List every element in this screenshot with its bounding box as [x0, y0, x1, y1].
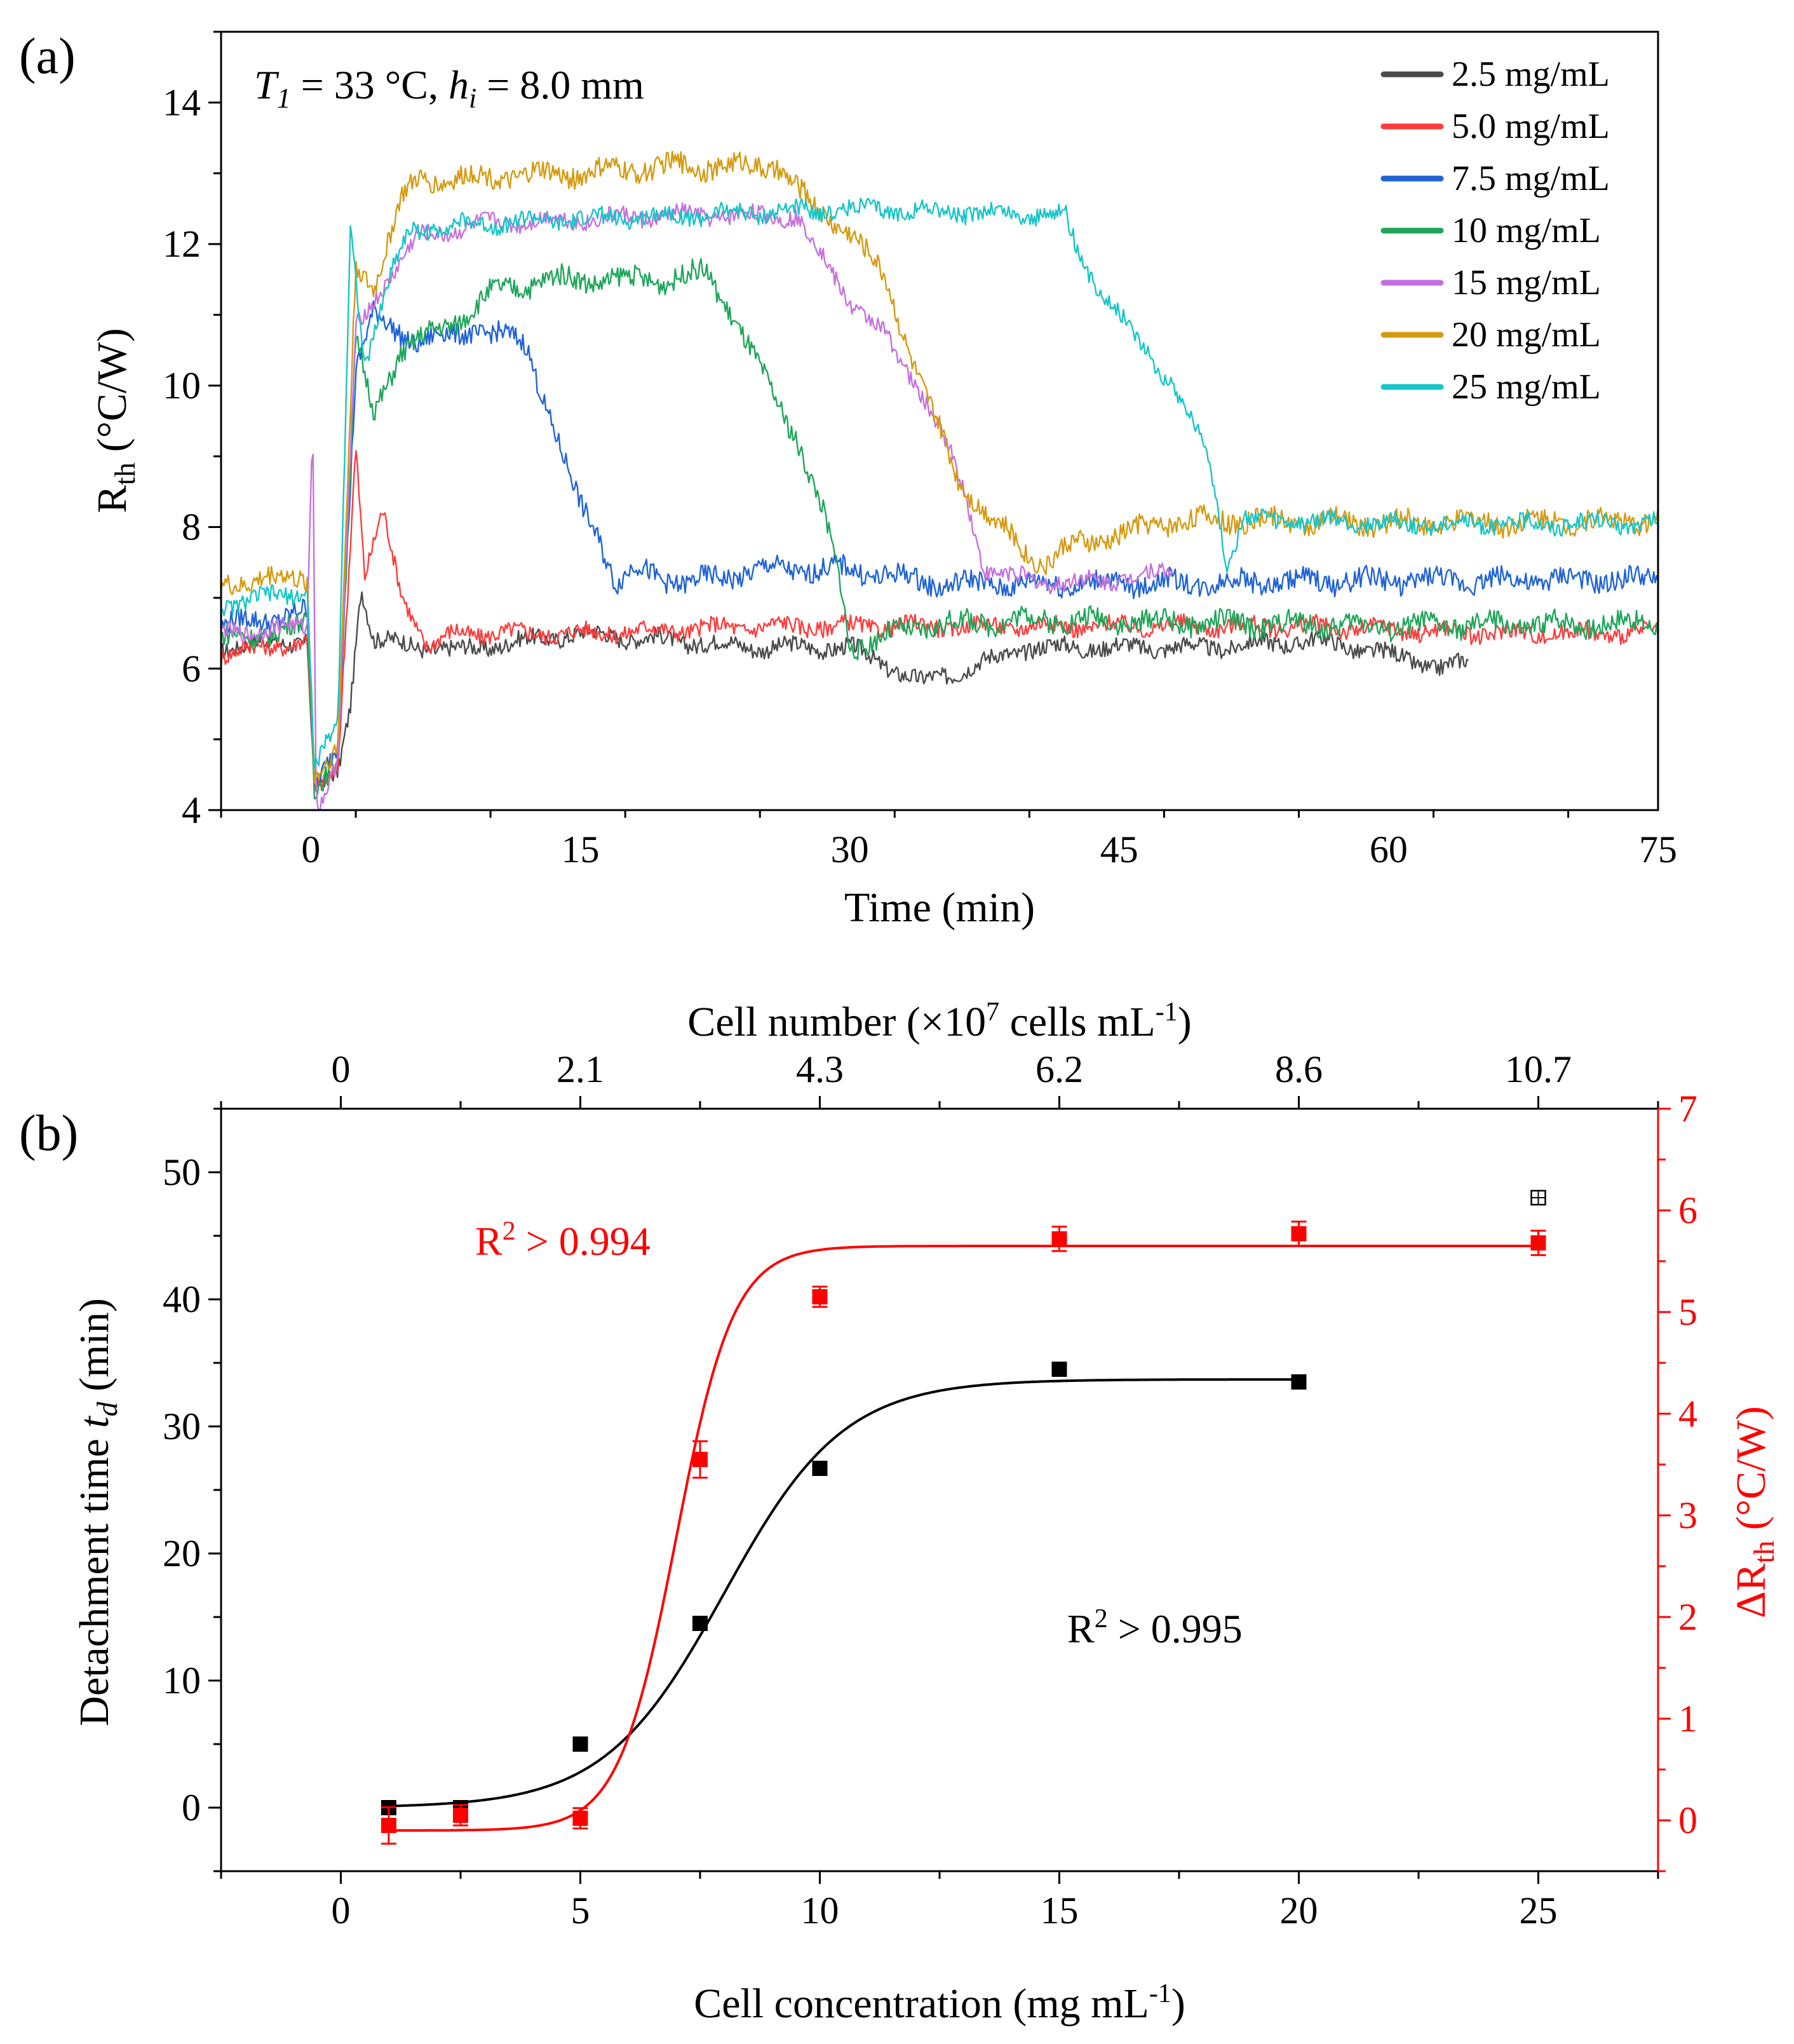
- right-tick-label: 3: [1678, 1494, 1697, 1536]
- left-tick-label: 20: [163, 1533, 201, 1574]
- panel-a-label: (a): [19, 29, 76, 85]
- legend-label: 7.5 mg/mL: [1452, 159, 1610, 198]
- data-point-delta-rth: [812, 1289, 828, 1304]
- right-tick-label: 7: [1678, 1088, 1697, 1130]
- x-tick-label: 45: [1100, 829, 1138, 870]
- top-tick-label: 2.1: [556, 1048, 604, 1090]
- x-tick-label: 10: [801, 1890, 839, 1932]
- panel-b-left-axis-title: Detachment time td (min): [71, 1298, 123, 1726]
- data-point-detachment-time: [572, 1736, 588, 1752]
- data-point-delta-rth: [381, 1818, 396, 1833]
- data-point-detachment-time: [692, 1616, 708, 1631]
- series-line-2-5-mg-ml: [220, 591, 1469, 792]
- x-tick-label: 15: [1041, 1890, 1079, 1932]
- right-tick-label: 1: [1678, 1698, 1697, 1740]
- x-tick-label: 5: [571, 1890, 590, 1932]
- y-tick-label: 8: [182, 506, 201, 548]
- data-point-delta-rth: [572, 1810, 588, 1826]
- y-tick-label: 10: [163, 365, 201, 407]
- left-tick-label: 30: [163, 1405, 201, 1447]
- panel-a-frame: [220, 30, 1659, 811]
- panel-a-series: [220, 151, 1659, 811]
- panel-b-r2-black: R2 > 0.995: [1067, 1604, 1243, 1651]
- y-tick-label: 6: [182, 647, 201, 689]
- y-tick-label: 12: [163, 223, 201, 265]
- panel-a-y-axis-title: Rth (°C/W): [89, 328, 141, 513]
- top-tick-label: 10.7: [1505, 1048, 1572, 1090]
- left-tick-label: 10: [163, 1660, 201, 1702]
- series-line-20-mg-ml: [220, 151, 1659, 783]
- left-tick-label: 40: [163, 1278, 201, 1320]
- data-point-delta-rth: [1530, 1235, 1546, 1251]
- panel-a-legend: 2.5 mg/mL 5.0 mg/mL 7.5 mg/mL 10 mg/mL 15 mg…: [1380, 55, 1610, 407]
- panel-a: (a) 0 15 30 45 60 75 4 6 8 10 12 14 T1 = 33 °C, hi…: [19, 29, 1677, 931]
- panel-b: (b) Cell number (×107 cells mL-1) 0 5 10 15…: [19, 998, 1780, 2027]
- left-tick-label: 50: [163, 1151, 201, 1193]
- legend-label: 15 mg/mL: [1452, 263, 1601, 302]
- panel-a-y-ticks: 4 6 8 10 12 14: [163, 30, 221, 831]
- y-tick-label: 14: [163, 81, 201, 123]
- panel-a-x-ticks: 0 15 30 45 60 75: [220, 810, 1677, 870]
- x-tick-label: 20: [1280, 1890, 1318, 1932]
- x-tick-label: 25: [1520, 1890, 1558, 1932]
- series-line-25-mg-ml: [220, 198, 1659, 769]
- panel-b-content: [381, 1189, 1546, 1845]
- right-tick-label: 2: [1678, 1596, 1697, 1638]
- x-tick-label: 30: [831, 829, 869, 870]
- series-line-5-0-mg-ml: [220, 450, 1659, 792]
- top-tick-label: 6.2: [1035, 1048, 1083, 1090]
- data-point-delta-rth: [692, 1452, 708, 1467]
- x-tick-label: 15: [562, 829, 600, 870]
- legend-label: 25 mg/mL: [1452, 367, 1601, 407]
- y-tick-label: 4: [182, 789, 201, 831]
- data-point-detachment-time: [812, 1461, 828, 1476]
- fit-curve-delta-rth: [388, 1245, 1539, 1832]
- right-tick-label: 0: [1678, 1799, 1697, 1841]
- legend-label: 2.5 mg/mL: [1452, 55, 1610, 94]
- data-point-delta-rth: [453, 1808, 468, 1823]
- data-point-detachment-time: [1051, 1362, 1067, 1377]
- panel-b-label: (b): [19, 1106, 78, 1161]
- legend-label: 10 mg/mL: [1452, 211, 1601, 250]
- x-tick-label: 75: [1639, 829, 1677, 870]
- panel-a-x-axis-title: Time (min): [844, 884, 1035, 931]
- x-tick-label: 0: [332, 1890, 351, 1932]
- top-tick-label: 8.6: [1275, 1048, 1323, 1090]
- panel-b-x-axis-title: Cell concentration (mg mL-1): [694, 1979, 1185, 2027]
- panel-b-right-axis-title: ΔRth (°C/W): [1728, 1406, 1780, 1618]
- panel-b-top-axis-title: Cell number (×107 cells mL-1): [687, 998, 1191, 1045]
- series-line-7-5-mg-ml: [220, 300, 1659, 783]
- data-point-delta-rth: [1291, 1226, 1307, 1242]
- legend-label: 5.0 mg/mL: [1452, 107, 1610, 146]
- fit-curve-detachment-time: [388, 1378, 1299, 1808]
- series-line-15-mg-ml: [220, 202, 1173, 811]
- panel-a-condition-annotation: T1 = 33 °C, hi = 8.0 mm: [254, 62, 644, 114]
- x-tick-label: 60: [1370, 829, 1408, 870]
- data-point-delta-rth: [1051, 1231, 1067, 1247]
- panel-b-r2-red: R2 > 0.994: [475, 1217, 651, 1264]
- right-tick-label: 5: [1678, 1291, 1697, 1333]
- panel-b-axes: 0 5 10 15 20 250 2.1 4.3 6.2 8.6 10.70102030405001…: [163, 1048, 1697, 1932]
- series-line-10-mg-ml: [220, 258, 1659, 800]
- legend-label: 20 mg/mL: [1452, 315, 1601, 355]
- top-tick-label: 4.3: [796, 1048, 844, 1090]
- right-tick-label: 4: [1678, 1393, 1697, 1435]
- x-tick-label: 0: [301, 829, 320, 870]
- data-point-detachment-time: [1291, 1374, 1307, 1390]
- left-tick-label: 0: [182, 1787, 201, 1829]
- top-tick-label: 0: [332, 1048, 351, 1090]
- right-tick-label: 6: [1678, 1189, 1697, 1231]
